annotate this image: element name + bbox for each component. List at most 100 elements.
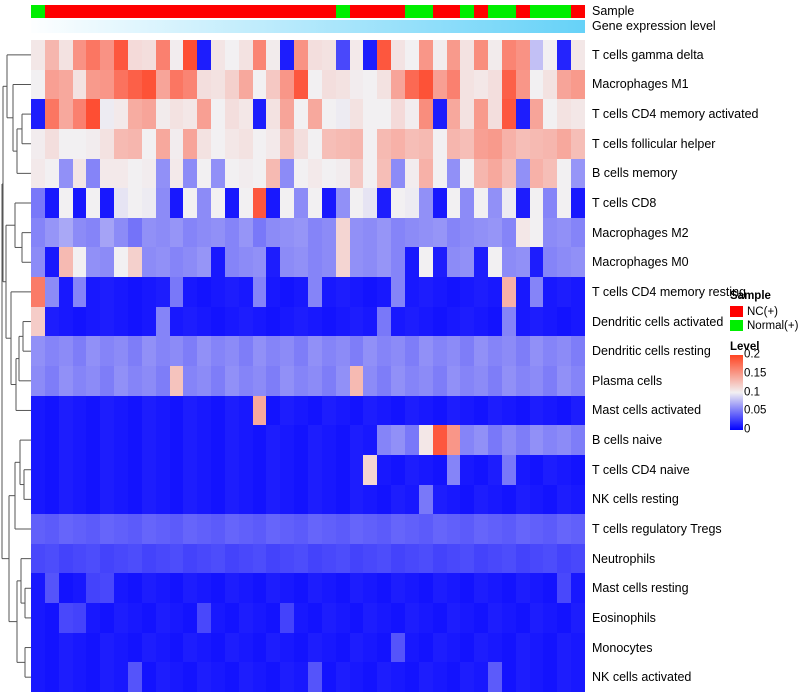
- heatmap-cell: [529, 128, 544, 159]
- heatmap-cell: [529, 662, 544, 692]
- heatmap-cell: [571, 573, 586, 604]
- heatmap-cell: [86, 543, 101, 574]
- heatmap-cell: [44, 188, 60, 218]
- heatmap-cell: [294, 662, 309, 692]
- heatmap-cell: [391, 366, 406, 396]
- heatmap-cell: [335, 573, 351, 604]
- heatmap-cell: [391, 662, 406, 692]
- heatmap-cell: [197, 247, 212, 278]
- heatmap-cell: [488, 573, 503, 604]
- row-label: Macrophages M2: [592, 225, 689, 240]
- heatmap-cell: [86, 128, 101, 159]
- heatmap-cell: [224, 128, 240, 159]
- heatmap-cell: [197, 69, 212, 100]
- heatmap-cell: [127, 603, 143, 633]
- heatmap-cell: [363, 217, 378, 248]
- row-label: Macrophages M0: [592, 255, 689, 270]
- row-label: Neutrophils: [592, 551, 656, 566]
- heatmap-cell: [238, 454, 254, 485]
- heatmap-cell: [515, 425, 531, 455]
- heatmap-row: [31, 395, 586, 426]
- heatmap-cell: [335, 425, 351, 455]
- level-tick-label: 0.05: [744, 404, 767, 417]
- heatmap-cell: [446, 514, 461, 544]
- heatmap-cell: [391, 454, 406, 485]
- heatmap-cell: [335, 247, 351, 278]
- heatmap-cell: [224, 425, 240, 455]
- row-label: Mast cells resting: [592, 581, 689, 596]
- heatmap-cell: [224, 336, 240, 366]
- heatmap-cell: [418, 99, 434, 129]
- heatmap-cell: [127, 128, 143, 159]
- heatmap-cell: [252, 336, 267, 366]
- heatmap-cell: [474, 99, 489, 129]
- heatmap-cell: [501, 217, 517, 248]
- heatmap-cell: [211, 69, 226, 100]
- heatmap-cell: [100, 573, 115, 604]
- heatmap-cell: [474, 188, 489, 218]
- heatmap-cell: [294, 425, 309, 455]
- heatmap-cell: [252, 573, 267, 604]
- heatmap-cell: [280, 632, 295, 663]
- heatmap-cell: [280, 128, 295, 159]
- heatmap-cell: [418, 425, 434, 455]
- heatmap-cell: [141, 247, 157, 278]
- heatmap-cell: [432, 40, 447, 70]
- heatmap-cell: [31, 247, 46, 278]
- heatmap-cell: [141, 662, 157, 692]
- heatmap-cell: [321, 188, 337, 218]
- heatmap-cell: [432, 484, 447, 515]
- heatmap-cell: [294, 632, 309, 663]
- heatmap-cell: [488, 306, 503, 337]
- heatmap-cell: [238, 217, 254, 248]
- heatmap-cell: [169, 603, 184, 633]
- heatmap-cell: [44, 99, 60, 129]
- heatmap-cell: [183, 425, 198, 455]
- heatmap-cell: [335, 128, 351, 159]
- heatmap-cell: [349, 662, 364, 692]
- heatmap-cell: [58, 40, 74, 70]
- heatmap-cell: [86, 514, 101, 544]
- heatmap-cell: [418, 158, 434, 189]
- heatmap-cell: [141, 158, 157, 189]
- heatmap-cell: [404, 484, 420, 515]
- heatmap-cell: [349, 632, 364, 663]
- heatmap-row: [31, 217, 586, 248]
- heatmap-cell: [114, 217, 129, 248]
- heatmap-cell: [515, 366, 531, 396]
- heatmap-cell: [557, 188, 572, 218]
- heatmap-cell: [44, 573, 60, 604]
- heatmap-cell: [155, 395, 170, 426]
- heatmap-cell: [100, 632, 115, 663]
- heatmap-cell: [571, 454, 586, 485]
- heatmap-cell: [86, 484, 101, 515]
- heatmap-cell: [169, 425, 184, 455]
- heatmap-cell: [31, 99, 46, 129]
- heatmap-cell: [100, 603, 115, 633]
- heatmap-cell: [280, 277, 295, 307]
- heatmap-cell: [155, 69, 170, 100]
- heatmap-cell: [308, 336, 323, 366]
- heatmap-cell: [224, 514, 240, 544]
- heatmap-cell: [238, 543, 254, 574]
- heatmap-cell: [280, 395, 295, 426]
- heatmap-cell: [557, 247, 572, 278]
- heatmap-cell: [252, 158, 267, 189]
- heatmap-cell: [31, 484, 46, 515]
- heatmap-cell: [183, 40, 198, 70]
- heatmap-cell: [114, 484, 129, 515]
- heatmap-cell: [363, 603, 378, 633]
- heatmap-cell: [349, 573, 364, 604]
- heatmap-cell: [294, 217, 309, 248]
- heatmap-cell: [114, 603, 129, 633]
- heatmap-cell: [238, 573, 254, 604]
- heatmap-cell: [211, 40, 226, 70]
- heatmap-cell: [238, 662, 254, 692]
- heatmap-cell: [321, 277, 337, 307]
- legend-item-normal: Normal(+): [730, 319, 800, 332]
- heatmap-cell: [252, 366, 267, 396]
- heatmap-cell: [474, 40, 489, 70]
- heatmap-cell: [377, 366, 392, 396]
- heatmap-cell: [266, 277, 281, 307]
- heatmap-cell: [349, 128, 364, 159]
